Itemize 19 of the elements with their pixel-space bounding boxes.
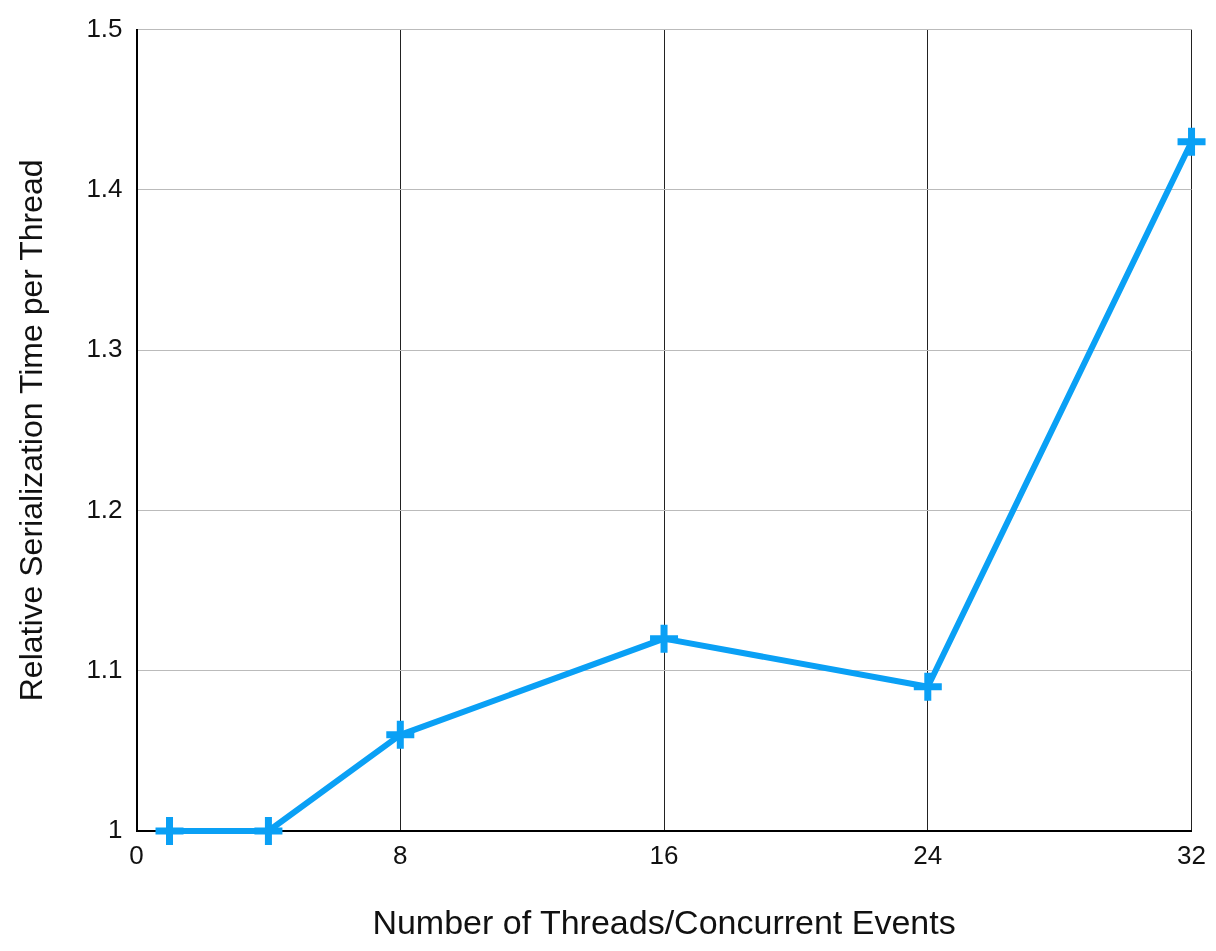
point xyxy=(155,817,184,845)
y-tick-label: 1.3 xyxy=(86,333,123,364)
y-tick-label: 1.1 xyxy=(86,653,123,684)
point xyxy=(386,720,415,749)
x-tick-label: 16 xyxy=(649,839,679,870)
x-axis-title: Number of Threads/Concurrent Events xyxy=(372,902,956,941)
y-tick-label: 1 xyxy=(108,814,123,845)
y-tick-label: 1.4 xyxy=(86,173,123,204)
x-tick-label: 8 xyxy=(393,839,408,870)
point xyxy=(254,817,283,845)
y-tick-label: 1.5 xyxy=(86,12,123,43)
x-tick-label: 32 xyxy=(1177,839,1206,870)
point xyxy=(650,624,679,653)
x-tick-label: 0 xyxy=(129,839,144,870)
point xyxy=(913,672,942,701)
y-tick-label: 1.2 xyxy=(86,493,123,524)
point xyxy=(1177,127,1206,156)
y-axis-title: Relative Serialization Time per Thread xyxy=(13,159,50,702)
x-tick-label: 24 xyxy=(913,839,943,870)
